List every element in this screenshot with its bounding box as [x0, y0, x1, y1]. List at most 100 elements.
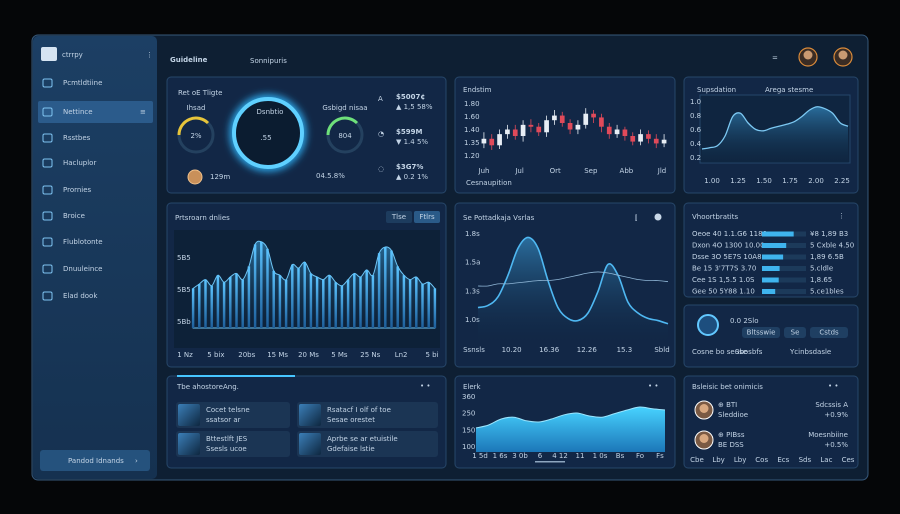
nav-item[interactable]: Prornies	[63, 186, 92, 194]
card[interactable]	[176, 402, 290, 428]
sidebar-button[interactable]	[40, 450, 150, 471]
bar	[272, 270, 275, 328]
candle-body	[653, 138, 659, 144]
panel-title: Ret oE Tligte	[178, 89, 222, 97]
axis-label: 6	[538, 452, 543, 460]
bar	[235, 273, 238, 328]
panel	[454, 76, 676, 194]
metric-value: $599M	[396, 128, 422, 136]
nav-item[interactable]: Elad dook	[63, 292, 98, 300]
row-right: ¥8 1,89 B3	[810, 230, 848, 238]
axis-label: 1.3s	[465, 287, 480, 295]
nav-item[interactable]: Pcmtldtiine	[63, 79, 102, 87]
tab[interactable]	[386, 211, 412, 223]
axis-label: Cbe	[690, 456, 704, 464]
card-text[interactable]: Gdefaise lstie	[327, 445, 375, 453]
candle-body	[536, 126, 542, 133]
menu-icon[interactable]: =	[772, 54, 778, 62]
candle-body	[622, 129, 628, 136]
nav-item[interactable]: Flublotonte	[63, 238, 103, 246]
bar-track	[762, 277, 806, 283]
bar	[260, 241, 263, 328]
axis-label: 15.3	[617, 346, 633, 354]
nav-item[interactable]: Broice	[63, 212, 85, 220]
card-title[interactable]: Bttestlft JES	[206, 435, 248, 443]
status-footer: Cosne bo seuse	[692, 348, 747, 356]
card-text[interactable]: ssatsor ar	[206, 416, 241, 424]
bar	[204, 279, 207, 328]
candle-body	[638, 134, 643, 142]
nav-item[interactable]: Rsstbes	[63, 134, 91, 142]
axis-label: Bs	[616, 452, 625, 460]
axis-label: 10.20	[502, 346, 522, 354]
nav-icon	[42, 185, 53, 195]
axis-label: 1 0s	[593, 452, 608, 460]
card[interactable]	[297, 431, 438, 457]
axis-label: 11	[576, 452, 585, 460]
pill[interactable]	[810, 327, 848, 338]
axis-label: Ort	[550, 167, 561, 175]
candle-body	[481, 138, 487, 144]
gauge-label: Gsbigd nisaa	[322, 104, 367, 112]
bar	[384, 247, 387, 328]
pill-label[interactable]: Bltsswie	[747, 329, 776, 337]
card-title[interactable]: Aprbe se ar etuistile	[327, 435, 398, 443]
pill[interactable]	[742, 327, 780, 338]
axis-label: 16.36	[539, 346, 560, 354]
pill-label[interactable]: Se	[791, 329, 800, 337]
candle-body	[505, 129, 510, 135]
avatar-face	[699, 434, 709, 443]
row-label: Cee 1S 1,5.5 1.0S	[692, 276, 755, 284]
person-name: Sleddioe	[718, 411, 748, 419]
pill[interactable]	[784, 327, 806, 338]
nav-icon	[42, 237, 53, 247]
card-title[interactable]: Cocet telsne	[206, 406, 250, 414]
bar	[365, 269, 368, 328]
gauge-arc	[326, 116, 359, 136]
axis-label: 1.35	[464, 139, 480, 147]
nav-item[interactable]: Hacluplor	[63, 159, 96, 167]
candle-body	[583, 113, 589, 125]
chevron: ›	[135, 457, 138, 465]
card-title[interactable]: Rsatacf I olf of toe	[327, 406, 391, 414]
row-bar	[762, 277, 779, 283]
page-subtitle: Sonnipuris	[250, 57, 287, 65]
panel-menu: • •	[648, 382, 658, 390]
page-title: Guideline	[170, 56, 208, 64]
candle-body	[497, 134, 502, 146]
metric-icon: ◌	[378, 165, 384, 173]
tab[interactable]	[414, 211, 440, 223]
tab-label[interactable]: Ftlrs	[419, 213, 435, 221]
sidebar-button-label[interactable]: Pandod Idnands	[68, 457, 124, 465]
bar	[253, 244, 257, 328]
axis-label: 250	[462, 410, 475, 418]
bar	[402, 275, 406, 328]
axis-label: Ecs	[777, 456, 789, 464]
row-label: Dxon 4O 1300 10.00	[692, 242, 765, 250]
panel-icon[interactable]	[654, 213, 662, 221]
metric-note: ▲ 1,5 58%	[396, 103, 433, 111]
panel-title: Se Pottadkaja Vsrlas	[463, 214, 535, 222]
axis-label: Lac	[820, 456, 832, 464]
bar	[328, 275, 331, 328]
metric-icon: A	[378, 95, 383, 103]
bar	[222, 282, 226, 328]
tab-label[interactable]: Tlse	[391, 213, 406, 221]
nav-item[interactable]: Dnuuleince	[63, 265, 103, 273]
card-text[interactable]: Ssesls ucoe	[206, 445, 247, 453]
nav-item[interactable]: Nettince	[63, 108, 93, 116]
bar	[340, 285, 344, 328]
bar	[297, 268, 300, 328]
line	[477, 236, 669, 325]
pill-label[interactable]: Cstds	[819, 329, 839, 337]
card[interactable]	[176, 431, 290, 457]
axis-label: 1.0s	[465, 316, 480, 324]
card[interactable]	[297, 402, 438, 428]
axis-label: 1.8s	[465, 230, 480, 238]
candle-body	[489, 138, 495, 146]
card-text[interactable]: Sesae orestet	[327, 416, 375, 424]
nav-icon	[42, 264, 53, 274]
bar	[322, 279, 325, 328]
candle-body	[661, 139, 667, 144]
axis-label: 1.80	[464, 100, 480, 108]
